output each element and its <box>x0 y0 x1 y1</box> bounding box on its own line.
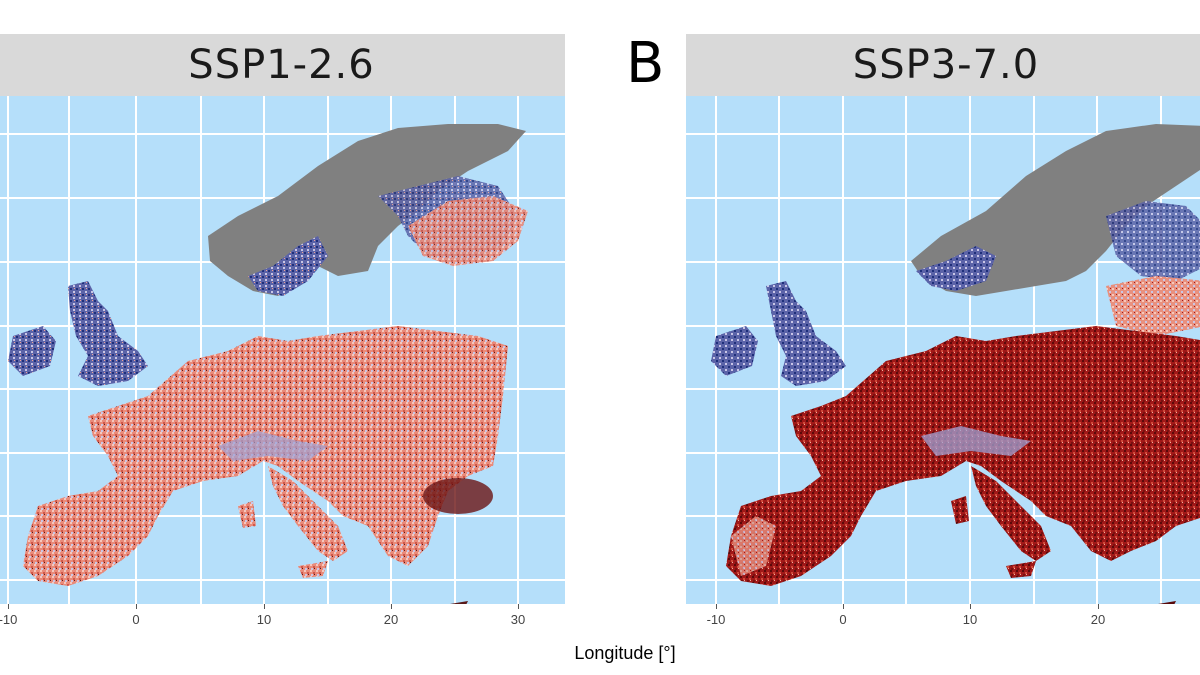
scandinavia <box>208 124 526 296</box>
x-tick-mark <box>716 604 717 609</box>
panel-ssp3-7-0: SSP3-7.0 <box>686 34 1200 604</box>
x-tick-label: -10 <box>706 612 726 627</box>
map-area <box>0 96 565 604</box>
x-tick-mark <box>8 604 9 609</box>
scenario-title: SSP3-7.0 <box>852 42 1040 88</box>
scenario-title: SSP1-2.6 <box>188 42 375 88</box>
x-tick-mark <box>1098 604 1099 609</box>
ireland <box>8 326 56 376</box>
x-tick-mark <box>970 604 971 609</box>
map-area <box>686 96 1200 604</box>
x-tick-label: 30 <box>510 612 526 627</box>
x-tick-label: 0 <box>132 612 140 627</box>
scenario-strip: SSP3-7.0 <box>686 34 1200 96</box>
x-tick-label: 10 <box>962 612 978 627</box>
x-tick-label: 0 <box>839 612 847 627</box>
x-tick-mark <box>264 604 265 609</box>
x-tick-mark <box>391 604 392 609</box>
x-tick-label: 20 <box>1090 612 1106 627</box>
europe-map-ssp1 <box>0 96 565 604</box>
scenario-strip: SSP1-2.6 <box>0 34 565 96</box>
x-tick-mark <box>843 604 844 609</box>
x-tick-mark <box>518 604 519 609</box>
x-axis-label: Longitude [°] <box>574 643 676 663</box>
x-tick-label: 20 <box>383 612 399 627</box>
panel-letter-b: B <box>626 31 665 96</box>
x-tick-label: -10 <box>0 612 18 627</box>
great-britain <box>68 281 148 386</box>
panel-ssp1-2-6: SSP1-2.6 <box>0 34 565 604</box>
x-tick-label: 10 <box>256 612 272 627</box>
europe-map-ssp3 <box>686 96 1200 604</box>
italy <box>268 466 348 561</box>
x-tick-mark <box>136 604 137 609</box>
